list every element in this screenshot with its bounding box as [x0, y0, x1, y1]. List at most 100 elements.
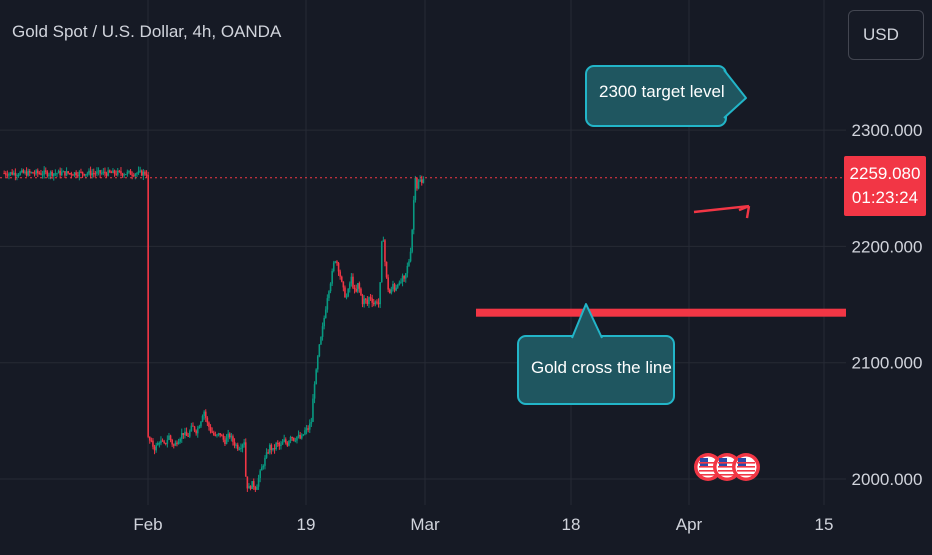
x-tick-label: 18: [562, 515, 581, 534]
candle-down: [148, 436, 151, 444]
candle-down: [4, 171, 7, 177]
candle-up: [238, 446, 241, 451]
target-annotation[interactable]: [585, 65, 747, 127]
candle-down: [25, 167, 28, 177]
candle-up: [230, 433, 233, 442]
candle-up: [422, 176, 425, 184]
candle-up: [305, 425, 308, 435]
candle-up: [156, 441, 159, 446]
candle-up: [272, 448, 274, 452]
candle-down: [169, 434, 172, 443]
candle-down: [208, 421, 210, 431]
candle-up: [390, 286, 393, 295]
candle-up: [240, 443, 242, 452]
candle-up: [184, 427, 186, 439]
candle-down: [222, 433, 225, 443]
us-flag-icon[interactable]: [732, 453, 760, 481]
support-line[interactable]: [476, 308, 846, 317]
candle-up: [260, 464, 263, 471]
target-arrow[interactable]: [693, 204, 750, 214]
candle-up: [200, 421, 202, 428]
candle-down: [3, 170, 5, 175]
currency-button[interactable]: USD: [848, 10, 924, 60]
candle-down: [131, 171, 133, 180]
candle-up: [368, 296, 370, 308]
candle-up: [304, 427, 306, 436]
candle-down: [132, 172, 135, 178]
candle-up: [404, 272, 407, 283]
candle-down: [176, 440, 178, 447]
candle-down: [286, 441, 289, 447]
candle-down: [38, 171, 41, 175]
cross-annotation-label[interactable]: Gold cross the line: [531, 358, 672, 377]
candle-down: [104, 167, 106, 177]
candle-down: [284, 437, 287, 445]
candle-up: [312, 394, 314, 422]
candle-up: [256, 484, 258, 490]
candle-down: [364, 298, 367, 304]
candle-down: [416, 177, 418, 191]
candle-up: [347, 288, 349, 298]
candle-down: [193, 425, 196, 433]
candle-down: [195, 429, 197, 436]
candle-down: [164, 442, 167, 446]
x-tick-label: Mar: [410, 515, 440, 534]
last-price-tag: 2259.080 01:23:24: [844, 156, 926, 216]
candle-up: [257, 474, 260, 490]
candle-up: [177, 438, 180, 445]
candle-down: [120, 167, 122, 177]
candle-down: [361, 293, 364, 308]
candle-down: [360, 287, 362, 296]
candle-up: [300, 433, 303, 440]
candle-up: [48, 172, 50, 180]
candle-down: [377, 298, 380, 308]
candle-up: [179, 437, 181, 444]
cross-annotation[interactable]: [517, 303, 675, 405]
candle-down: [22, 168, 25, 174]
candle-down: [244, 438, 247, 477]
candle-up: [409, 247, 412, 263]
candle-up: [288, 440, 290, 447]
candle-up: [9, 171, 12, 176]
candle-down: [224, 436, 226, 446]
y-tick-label: 2100.000: [852, 354, 923, 373]
candle-up: [97, 167, 100, 176]
candle-up: [315, 368, 317, 385]
candle-down: [185, 427, 188, 436]
candle-up: [324, 306, 327, 319]
candle-up: [382, 236, 385, 242]
candle-up: [395, 284, 397, 292]
candle-down: [68, 172, 71, 175]
candle-up: [331, 268, 333, 287]
candle-up: [102, 168, 105, 176]
candle-down: [182, 433, 185, 439]
candle-up: [310, 417, 313, 427]
candle-down: [64, 171, 66, 179]
x-tick-label: Apr: [676, 515, 703, 534]
candle-up: [88, 168, 90, 176]
candle-up: [296, 436, 298, 444]
candle-up: [379, 282, 381, 309]
x-tick-label: 15: [815, 515, 834, 534]
candle-down: [236, 442, 239, 452]
candle-down: [113, 169, 116, 177]
target-annotation-label[interactable]: 2300 target level: [599, 82, 725, 101]
candle-down: [163, 439, 165, 445]
candle-down: [75, 170, 77, 178]
event-markers[interactable]: [694, 453, 760, 481]
candle-up: [262, 464, 265, 470]
candle-up: [281, 439, 284, 445]
candle-up: [321, 322, 324, 341]
candle-up: [289, 435, 292, 444]
candle-up: [264, 455, 266, 470]
candle-down: [371, 294, 373, 308]
candle-up: [398, 280, 401, 286]
candle-up: [24, 169, 26, 175]
candle-up: [294, 437, 297, 443]
candle-down: [187, 432, 189, 437]
candle-up: [396, 283, 399, 289]
candle-up: [174, 440, 177, 447]
candle-up: [217, 432, 220, 437]
